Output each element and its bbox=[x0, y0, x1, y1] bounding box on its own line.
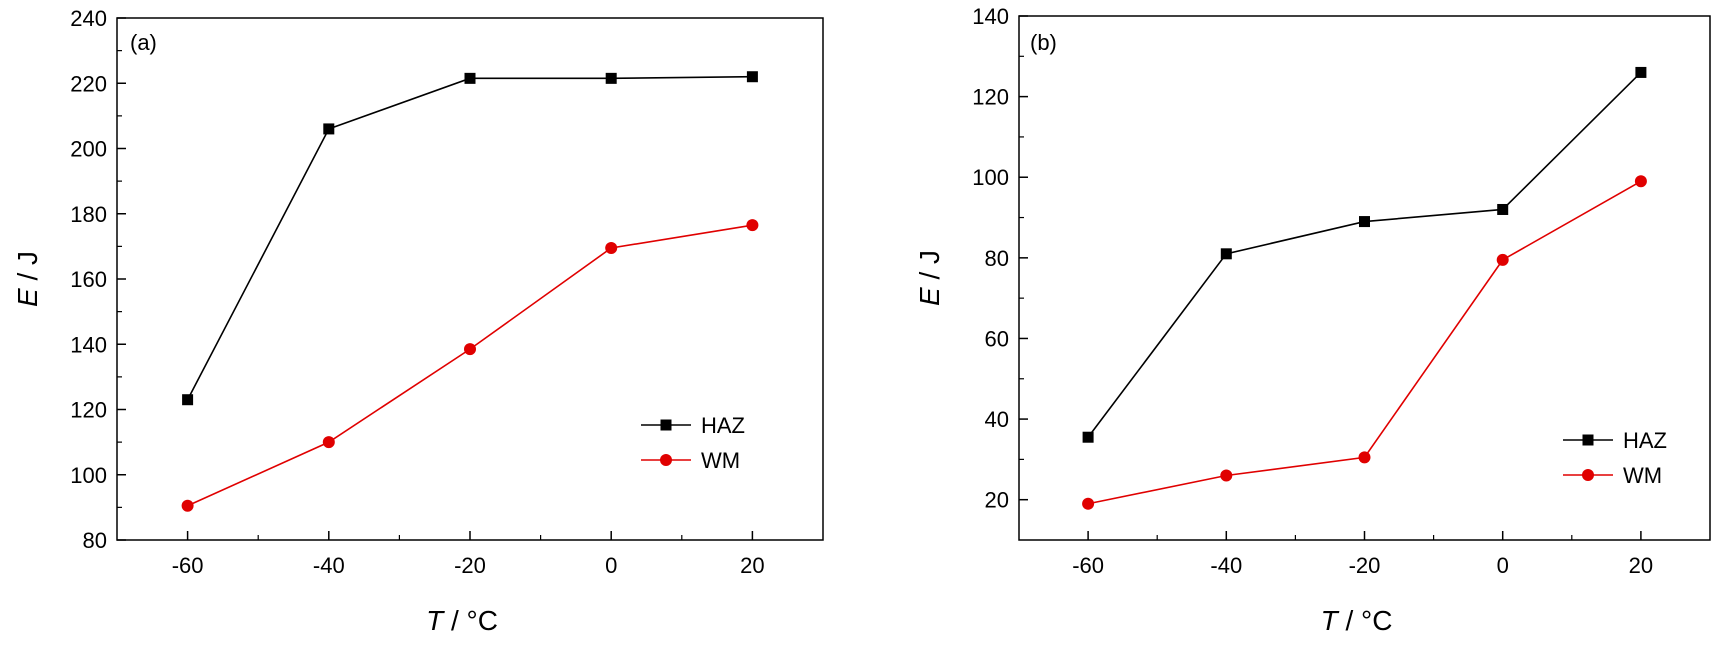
panel-b-y-tick-label: 20 bbox=[985, 488, 1009, 513]
panel-a-x-tick-label: -60 bbox=[172, 553, 204, 578]
panel-b-y-tick-label: 140 bbox=[972, 4, 1009, 29]
panel-a-haz-point bbox=[605, 72, 617, 84]
panel-a-y-axis-title: E / J bbox=[12, 251, 43, 307]
panel-a-x-tick-label: -20 bbox=[454, 553, 486, 578]
panel-b-x-tick-label: -40 bbox=[1210, 553, 1242, 578]
panel-b-wm-point bbox=[1358, 451, 1371, 464]
panel-b-legend-haz-label: HAZ bbox=[1623, 428, 1667, 453]
panel-a-haz-point bbox=[746, 71, 758, 83]
panel-a: -60 -40 -20 0 20 80 100 120 140 160 180 200 220 240 T … bbox=[12, 6, 824, 636]
panel-a-y-tick-label: 240 bbox=[70, 6, 107, 31]
panel-a-wm-point bbox=[605, 242, 618, 255]
panel-b-x-axis-title: T / °C bbox=[1321, 605, 1393, 636]
panel-b-x-tick-label: -20 bbox=[1349, 553, 1381, 578]
panel-a-x-tick-label: -40 bbox=[313, 553, 345, 578]
panel-b-haz-point bbox=[1635, 66, 1647, 78]
panel-a-legend-wm-marker bbox=[660, 454, 672, 466]
panel-a-wm-point bbox=[464, 343, 476, 356]
panel-a-label: (a) bbox=[130, 30, 157, 55]
panel-b: -60 -40 -20 0 20 20 40 60 80 100 120 140 T / °C E / J… bbox=[914, 4, 1711, 636]
panel-a-y-tick-label: 200 bbox=[70, 137, 107, 162]
panel-b-haz-point bbox=[1220, 248, 1232, 260]
panel-b-haz-line bbox=[1087, 71, 1642, 438]
panel-a-wm-point bbox=[322, 436, 335, 449]
panel-b-x-tick-label: -60 bbox=[1072, 553, 1104, 578]
panel-a-haz-point bbox=[464, 72, 476, 84]
panel-a-x-axis-title: T / °C bbox=[426, 605, 498, 636]
panel-b-y-tick-label: 40 bbox=[985, 407, 1009, 432]
panel-a-y-tick-label: 220 bbox=[70, 71, 107, 96]
panel-b-y-tick-label: 100 bbox=[972, 165, 1009, 190]
panel-a-wm-point bbox=[746, 219, 759, 232]
panel-a-x-tick-label: 20 bbox=[740, 553, 764, 578]
panel-b-label: (b) bbox=[1030, 30, 1057, 55]
panel-b-wm-point bbox=[1220, 469, 1233, 482]
panel-a-y-tick-label: 180 bbox=[70, 202, 107, 227]
panel-b-legend-wm-label: WM bbox=[1623, 463, 1662, 488]
panel-b-legend-wm-marker bbox=[1582, 469, 1594, 481]
panel-a-legend-haz-label: HAZ bbox=[701, 413, 745, 438]
panel-a-x-tick-label: 0 bbox=[605, 553, 617, 578]
panel-b-y-axis-title: E / J bbox=[914, 250, 945, 306]
panel-b-y-tick-label: 80 bbox=[985, 246, 1009, 271]
panel-b-y-tick-label: 120 bbox=[972, 85, 1009, 110]
panel-a-y-tick-label: 160 bbox=[70, 267, 107, 292]
panel-b-haz-point bbox=[1359, 216, 1370, 228]
panel-b-haz-point bbox=[1497, 203, 1509, 215]
panel-b-y-tick-label: 60 bbox=[985, 326, 1009, 351]
panel-a-legend-haz-marker bbox=[660, 419, 672, 431]
panel-a-legend-wm-label: WM bbox=[701, 448, 740, 473]
panel-b-x-tick-label: 0 bbox=[1497, 553, 1509, 578]
panel-a-y-tick-label: 80 bbox=[83, 528, 107, 553]
panel-b-haz-point bbox=[1082, 431, 1094, 443]
panel-a-y-tick-label: 120 bbox=[70, 398, 107, 423]
panel-b-wm-point bbox=[1496, 253, 1509, 266]
panel-a-haz-point bbox=[323, 123, 335, 135]
panel-b-legend-haz-marker bbox=[1582, 434, 1594, 446]
panel-a-haz-point bbox=[182, 394, 194, 406]
panel-a-wm-point bbox=[181, 499, 194, 512]
panel-b-x-tick-label: 20 bbox=[1629, 553, 1653, 578]
panel-b-wm-point bbox=[1082, 497, 1095, 510]
panel-a-y-tick-label: 100 bbox=[70, 463, 107, 488]
panel-a-y-tick-label: 140 bbox=[70, 332, 107, 357]
panel-b-wm-point bbox=[1634, 175, 1647, 188]
